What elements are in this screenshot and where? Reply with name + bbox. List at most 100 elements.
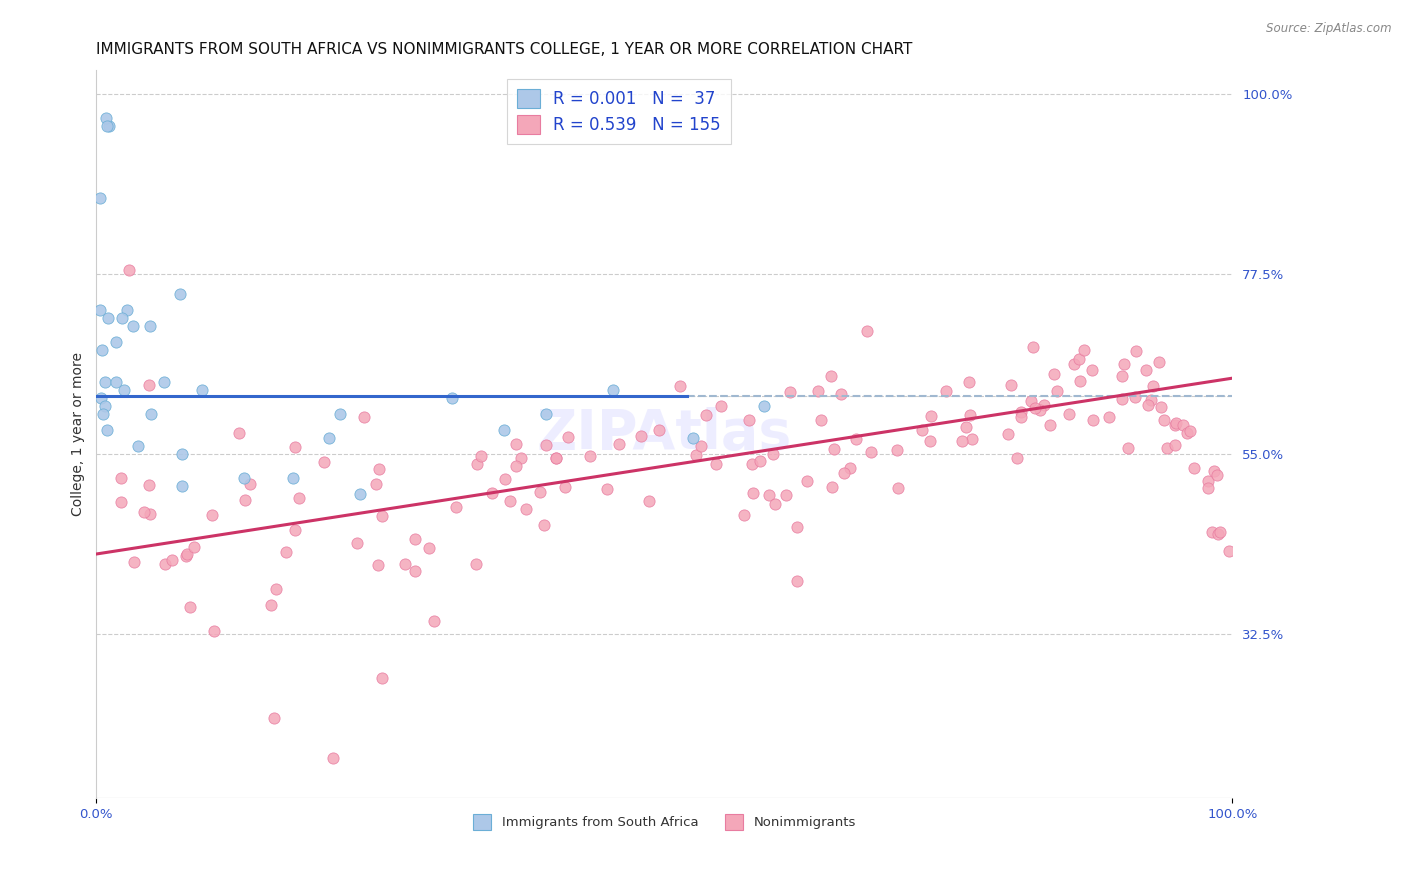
Point (786, 574, 808, 588)
Point (1069, 374, 1091, 388)
Point (481, 485, 503, 500)
Point (284, 440, 307, 454)
Point (1173, 418, 1195, 433)
Point (90, 391, 112, 405)
Point (1043, 367, 1066, 381)
Point (1081, 413, 1104, 427)
Point (91, 343, 114, 358)
Point (284, 523, 307, 537)
Text: Source: ZipAtlas.com: Source: ZipAtlas.com (1267, 22, 1392, 36)
Point (959, 408, 981, 422)
Point (682, 431, 704, 445)
Point (366, 476, 388, 491)
Point (820, 368, 842, 383)
Point (690, 439, 713, 453)
Point (104, 375, 127, 389)
Point (1205, 467, 1227, 482)
Point (733, 508, 755, 522)
Point (1010, 409, 1032, 424)
Point (201, 508, 224, 522)
Point (1178, 424, 1201, 438)
Point (911, 423, 934, 437)
Point (1080, 363, 1102, 377)
Point (89, 303, 111, 318)
Point (1029, 402, 1052, 417)
Point (404, 565, 426, 579)
Point (233, 493, 256, 508)
Point (544, 450, 567, 465)
Point (1010, 405, 1032, 419)
Point (1218, 544, 1240, 558)
Point (179, 599, 201, 614)
Point (534, 407, 557, 421)
Point (748, 454, 770, 468)
Point (153, 375, 176, 389)
Point (322, 751, 344, 765)
Point (115, 303, 138, 318)
Point (887, 481, 910, 495)
Point (191, 383, 214, 397)
Y-axis label: College, 1 year or more: College, 1 year or more (72, 352, 86, 516)
Point (997, 427, 1019, 442)
Point (796, 474, 818, 488)
Point (1175, 425, 1198, 440)
Point (288, 491, 311, 506)
Point (1039, 417, 1062, 432)
Point (110, 495, 132, 509)
Point (499, 494, 522, 508)
Point (111, 311, 134, 326)
Point (94, 375, 117, 389)
Point (418, 541, 440, 556)
Point (176, 547, 198, 561)
Point (821, 480, 844, 494)
Point (367, 558, 389, 572)
Point (1112, 357, 1135, 371)
Point (1209, 524, 1232, 539)
Point (1164, 418, 1187, 433)
Point (1000, 377, 1022, 392)
Point (1033, 398, 1056, 412)
Legend: Immigrants from South Africa, Nonimmigrants: Immigrants from South Africa, Nonimmigra… (467, 809, 862, 835)
Point (1116, 441, 1139, 455)
Point (1202, 465, 1225, 479)
Point (859, 445, 882, 459)
Point (630, 429, 652, 443)
Point (710, 400, 733, 414)
Point (810, 413, 832, 427)
Point (1111, 392, 1133, 406)
Point (505, 459, 527, 474)
Point (533, 518, 555, 533)
Point (648, 423, 671, 437)
Point (122, 555, 145, 569)
Point (1005, 451, 1028, 466)
Point (465, 558, 488, 572)
Point (918, 434, 941, 449)
Point (1164, 417, 1187, 431)
Point (91, 407, 114, 421)
Point (89, 191, 111, 205)
Point (346, 536, 368, 550)
Point (423, 615, 446, 629)
Point (1024, 401, 1046, 415)
Point (263, 711, 285, 725)
Point (779, 384, 801, 399)
Point (494, 472, 516, 486)
Point (183, 540, 205, 554)
Point (838, 461, 860, 475)
Point (139, 407, 162, 421)
Point (170, 479, 193, 493)
Point (685, 448, 707, 462)
Point (367, 462, 389, 476)
Point (1142, 379, 1164, 393)
Point (775, 488, 797, 502)
Point (950, 434, 973, 448)
Point (98, 120, 121, 134)
Point (169, 287, 191, 301)
Point (546, 451, 568, 466)
Point (669, 379, 692, 393)
Point (94, 399, 117, 413)
Point (281, 471, 304, 485)
Point (823, 442, 845, 457)
Point (607, 437, 630, 451)
Point (353, 410, 375, 425)
